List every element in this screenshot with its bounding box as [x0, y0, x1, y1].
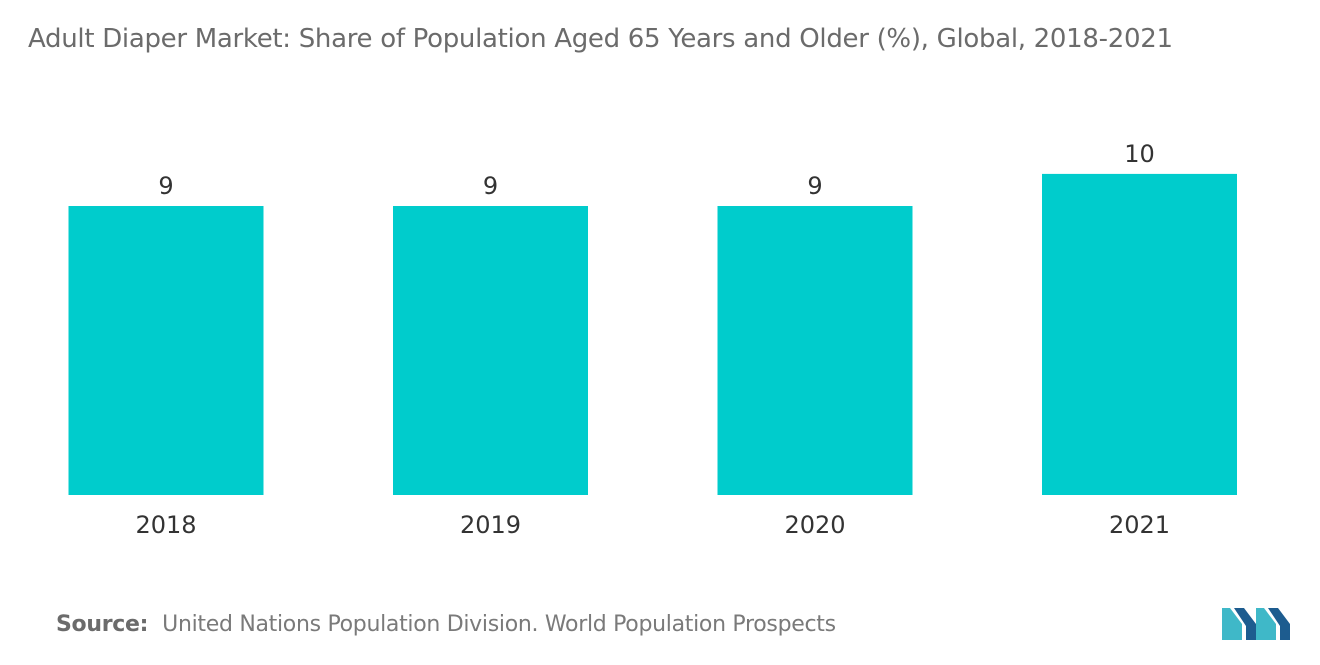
- data-label-2021: 10: [1124, 140, 1155, 168]
- data-label-2018: 9: [158, 172, 173, 200]
- source-text: United Nations Population Division. Worl…: [162, 612, 836, 637]
- mordor-intelligence-logo-icon: [1222, 608, 1290, 640]
- x-tick-label-2018: 2018: [135, 511, 196, 539]
- bar-2018: [68, 206, 264, 496]
- source-note: Source: United Nations Population Divisio…: [56, 612, 836, 637]
- x-tick-label-2021: 2021: [1109, 511, 1170, 539]
- source-label: Source:: [56, 612, 149, 637]
- data-label-2020: 9: [807, 172, 822, 200]
- bar-2020: [717, 206, 913, 496]
- bar-2019: [393, 206, 588, 496]
- chart-title: Adult Diaper Market: Share of Population…: [28, 24, 1173, 54]
- bar-2021: [1042, 173, 1237, 495]
- data-label-2019: 9: [483, 172, 498, 200]
- x-tick-label-2019: 2019: [460, 511, 521, 539]
- x-tick-label-2020: 2020: [784, 511, 845, 539]
